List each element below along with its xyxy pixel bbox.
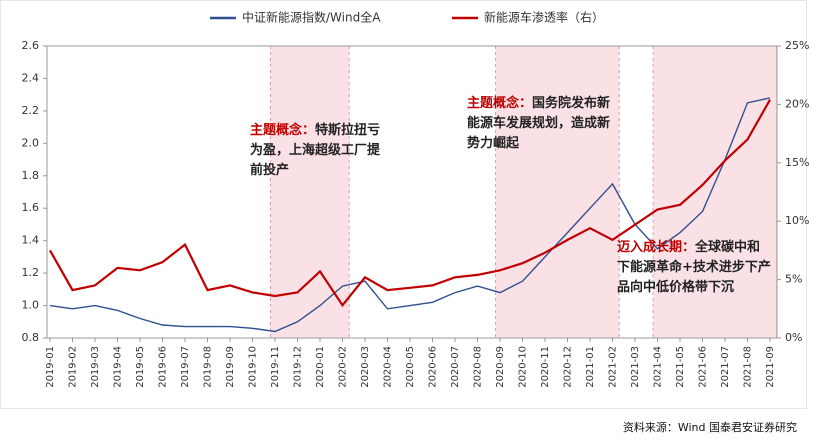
y2-tick-label: 15% — [785, 156, 809, 169]
shaded-period — [495, 46, 620, 338]
annotation-line: 为盈，上海超级工厂提 — [250, 142, 381, 158]
source-note: 资料来源：Wind 国泰君安证券研究 — [623, 420, 797, 434]
x-tick-label: 2021-09 — [765, 346, 776, 388]
x-tick-label: 2020-11 — [540, 346, 551, 388]
x-tick-label: 2020-03 — [360, 346, 371, 388]
annotation: 主题概念：国务院发布新能源车发展规划，造成新势力崛起 — [467, 95, 610, 151]
y2-tick-label: 20% — [785, 97, 809, 110]
y-tick-label: 2.4 — [22, 71, 40, 84]
x-tick-label: 2021-05 — [675, 346, 686, 388]
legend-label: 新能源车渗透率（右） — [484, 10, 604, 25]
x-tick-label: 2019-11 — [270, 346, 281, 388]
y-tick-label: 1.2 — [22, 266, 40, 279]
annotation-lead: 主题概念： — [467, 95, 532, 111]
annotation-line: 全球碳中和 — [694, 239, 760, 255]
y-tick-label: 2.2 — [22, 104, 40, 117]
x-tick-label: 2019-03 — [90, 346, 101, 388]
legend-label: 中证新能源指数/Wind全A — [242, 10, 381, 25]
x-tick-label: 2020-09 — [495, 346, 506, 388]
x-tick-label: 2019-12 — [293, 346, 304, 388]
y2-tick-label: 10% — [785, 214, 809, 227]
y2-tick-label: 25% — [785, 39, 809, 52]
x-tick-label: 2021-04 — [653, 346, 664, 388]
x-tick-label: 2020-06 — [428, 346, 439, 388]
x-tick-label: 2021-01 — [585, 346, 596, 388]
x-tick-label: 2020-04 — [383, 346, 394, 388]
x-tick-label: 2019-05 — [135, 346, 146, 388]
x-tick-label: 2021-08 — [743, 346, 754, 388]
x-tick-label: 2021-03 — [630, 346, 641, 388]
x-tick-label: 2020-05 — [405, 346, 416, 388]
annotation-line: 特斯拉扭亏 — [315, 122, 380, 138]
series-line — [49, 99, 771, 308]
y2-tick-label: 5% — [785, 273, 802, 286]
annotation-line: 国务院发布新 — [532, 95, 610, 111]
x-tick-label: 2020-07 — [450, 346, 461, 388]
y-tick-label: 1.8 — [22, 169, 40, 182]
y-tick-label: 2.6 — [22, 39, 40, 52]
x-tick-label: 2019-01 — [45, 346, 56, 388]
plot-frame — [46, 45, 778, 339]
x-tick-label: 2020-10 — [518, 346, 529, 388]
annotation-line: 势力崛起 — [467, 135, 520, 151]
y-tick-label: 1.0 — [22, 299, 40, 312]
x-tick-label: 2019-07 — [180, 346, 191, 388]
annotation-line: 前投产 — [250, 162, 289, 178]
shaded-period — [653, 46, 777, 338]
x-tick-label: 2019-02 — [68, 346, 79, 388]
x-tick-label: 2020-02 — [338, 346, 349, 388]
x-tick-label: 2020-01 — [315, 346, 326, 388]
shaded-period — [270, 46, 350, 338]
y2-tick-label: 0% — [785, 331, 802, 344]
y-tick-label: 0.8 — [22, 331, 40, 344]
y-tick-label: 2.0 — [22, 136, 40, 149]
y-tick-label: 1.4 — [22, 234, 40, 247]
x-tick-label: 2021-02 — [608, 346, 619, 388]
annotation-lead: 迈入成长期： — [617, 239, 695, 255]
annotation: 迈入成长期：全球碳中和下能源革命+技术进步下产品向中低价格带下沉 — [617, 239, 771, 295]
x-tick-label: 2019-08 — [203, 346, 214, 388]
x-tick-label: 2020-12 — [563, 346, 574, 388]
x-tick-label: 2019-06 — [158, 346, 169, 388]
x-tick-label: 2020-08 — [473, 346, 484, 388]
chart-frame — [0, 0, 807, 409]
series-line — [49, 97, 771, 333]
x-tick-label: 2021-07 — [720, 346, 731, 388]
annotation-lead: 主题概念： — [250, 122, 315, 138]
x-tick-label: 2019-09 — [225, 346, 236, 388]
y-tick-label: 1.6 — [22, 201, 40, 214]
annotation: 主题概念：特斯拉扭亏为盈，上海超级工厂提前投产 — [250, 122, 381, 178]
x-tick-label: 2019-04 — [113, 346, 124, 388]
x-tick-label: 2021-06 — [698, 346, 709, 388]
annotation-line: 能源车发展规划，造成新 — [467, 115, 610, 131]
annotation-line: 下能源革命+技术进步下产 — [617, 259, 771, 275]
annotation-line: 品向中低价格带下沉 — [617, 279, 734, 295]
x-tick-label: 2019-10 — [248, 346, 259, 388]
